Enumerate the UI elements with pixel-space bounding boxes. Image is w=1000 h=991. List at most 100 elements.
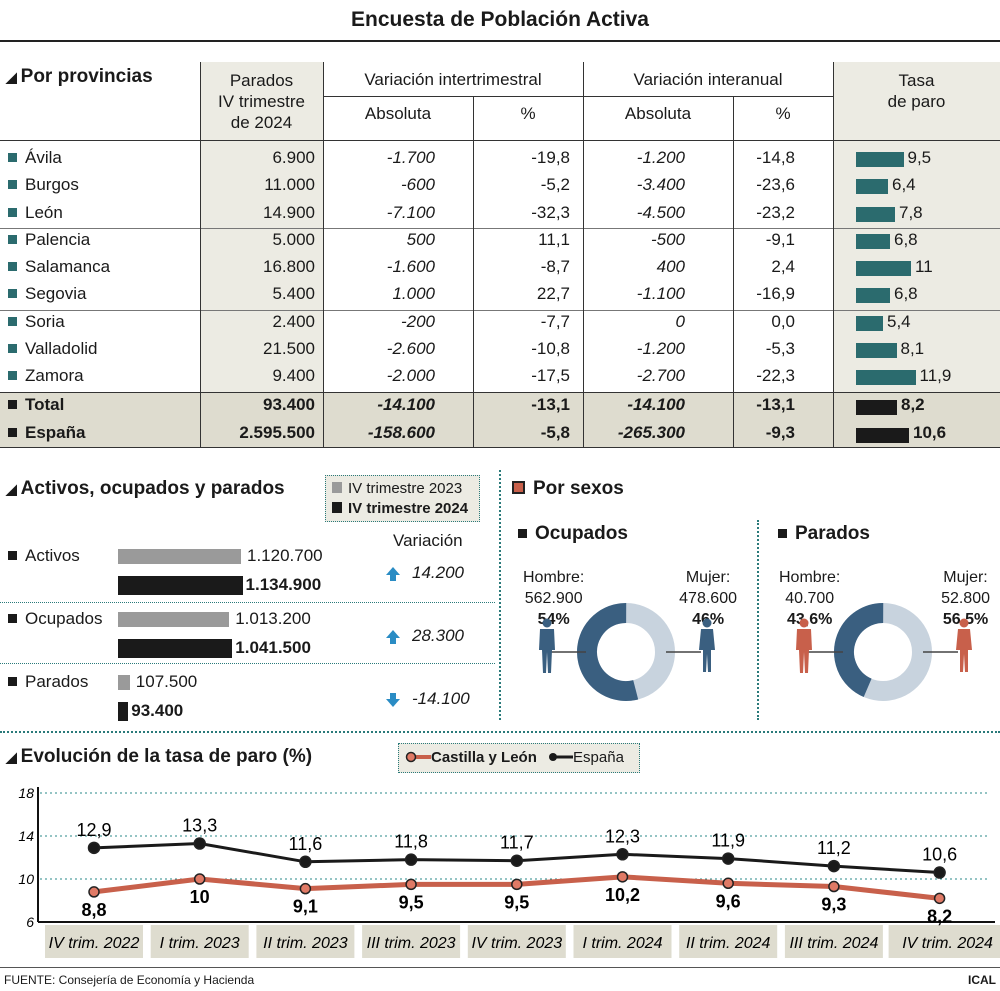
data-point: [88, 886, 100, 898]
bullet-icon: [8, 153, 17, 162]
bullet-icon: [778, 529, 787, 538]
divider: [583, 62, 584, 447]
legend-cyl-label: Castilla y León: [431, 749, 537, 766]
bullet-icon: [8, 400, 17, 409]
cell-it-pct: -13,1: [531, 395, 570, 414]
variacion-value: 14.200: [412, 563, 464, 582]
bullet-icon: [8, 289, 17, 299]
table-row: Zamora 9.400 -2.000 -17,5 -2.700 -22,3 11,9: [0, 366, 1000, 390]
divider: [200, 62, 201, 447]
row-name: Palencia: [8, 230, 90, 250]
cell-it-pct: -10,8: [531, 338, 570, 358]
divider: [0, 731, 1000, 733]
divider: [757, 520, 759, 720]
cell-it-abs: -2.600: [386, 338, 435, 358]
value-2024: 1.041.500: [235, 638, 311, 657]
table-row: Valladolid 21.500 -2.600 -10,8 -1.200 -5,3 8,1: [0, 339, 1000, 363]
chart-title: ◢ Evolución de la tasa de paro (%): [6, 746, 313, 767]
x-tick-label: III trim. 2024: [789, 935, 878, 952]
data-point: [721, 852, 735, 865]
legend-2024: IV trimestre 2024: [332, 499, 473, 519]
row-name: León: [8, 203, 63, 223]
aop-name: Parados: [25, 672, 89, 691]
cell-it-abs: -1.600: [386, 257, 435, 276]
x-category-bg: [45, 925, 143, 958]
hombre-stats: Hombre: 40.700 43,6%: [779, 567, 840, 630]
x-category-bg: [467, 925, 566, 958]
cell-parados: 21.500: [263, 338, 315, 358]
header-interanual: Variación interanual: [633, 70, 783, 89]
legend-2023: IV trimestre 2023: [332, 479, 473, 499]
tasa-bar: [856, 261, 911, 276]
province-name: Total: [25, 395, 65, 414]
divider: [0, 310, 1000, 311]
data-label: 9,1: [293, 897, 318, 917]
cell-ia-abs: -500: [650, 229, 685, 249]
x-tick-label: II trim. 2023: [263, 935, 348, 952]
value-2023: 1.013.200: [235, 609, 311, 628]
donut-chart: [808, 603, 958, 701]
bullet-icon: [8, 551, 17, 560]
cell-ia-pct: -22,3: [756, 366, 795, 385]
divider: [0, 447, 1000, 448]
bullet-icon: [8, 614, 17, 623]
table-row: Palencia 5.000 500 11,1 -500 -9,1 6,8: [0, 230, 1000, 254]
x-tick-label: III trim. 2023: [367, 935, 456, 952]
bullet-icon: [8, 371, 17, 380]
table-row: Salamanca 16.800 -1.600 -8,7 400 2,4 11: [0, 257, 1000, 281]
cell-it-abs: -1.700: [386, 148, 435, 167]
cell-ia-pct: -16,9: [756, 284, 795, 304]
cell-ia-abs: -2.700: [636, 366, 685, 385]
panel-title-text: Parados: [795, 523, 870, 544]
cell-ia-abs: -1.200: [636, 148, 685, 167]
cell-it-abs: 1.000: [392, 284, 435, 304]
x-category-bg: [679, 925, 778, 958]
data-label: 8,8: [81, 900, 106, 920]
cell-it-pct: 11,1: [538, 229, 570, 249]
cell-parados: 6.900: [272, 148, 315, 167]
cell-it-pct: -5,2: [540, 175, 570, 195]
tasa-value: 6,8: [894, 229, 918, 249]
x-tick-label: II trim. 2024: [686, 935, 771, 952]
bullet-icon: [518, 529, 527, 538]
table-row: Soria 2.400 -200 -7,7 0 0,0 5,4: [0, 312, 1000, 336]
bullet-icon: [8, 316, 17, 326]
table-row: Ávila 6.900 -1.700 -19,8 -1.200 -14,8 9,5: [0, 148, 1000, 172]
data-label: 9,5: [399, 892, 424, 912]
cell-parados: 9.400: [272, 366, 315, 385]
cell-parados: 2.595.500: [239, 423, 315, 442]
table-row: Segovia 5.400 1.000 22,7 -1.100 -16,9 6,8: [0, 284, 1000, 308]
cell-ia-abs: -3.400: [636, 175, 685, 195]
data-point: [828, 880, 840, 893]
divider: [499, 470, 501, 720]
data-label: 10: [190, 887, 210, 907]
sexos-panel-title: Parados: [778, 523, 870, 545]
province-name: León: [25, 202, 63, 222]
cell-parados: 11.000: [264, 175, 315, 195]
hombre-stats: Hombre: 562.900 54%: [523, 567, 584, 630]
cell-ia-abs: -1.100: [636, 284, 685, 304]
tasa-value: 11,9: [919, 366, 952, 385]
legend-2024-label: IV trimestre 2024: [348, 500, 469, 517]
divider: [0, 967, 1000, 968]
cell-it-pct: -5,8: [540, 423, 570, 442]
tasa-value: 8,1: [900, 338, 925, 358]
cell-parados: 5.000: [272, 229, 315, 249]
divider: [0, 40, 1000, 42]
cell-it-pct: -8,7: [540, 257, 570, 276]
row-name: España: [8, 423, 85, 443]
divider: [473, 96, 474, 447]
cell-it-pct: 22,7: [536, 284, 570, 304]
man-icon: [539, 618, 555, 673]
bullet-icon: [8, 677, 17, 686]
tasa-bar: [856, 342, 897, 358]
mujer-label: Mujer:: [943, 569, 988, 586]
tasa-value: 8,2: [901, 395, 925, 414]
x-category-bg: [573, 925, 672, 958]
row-name: Total: [8, 395, 64, 415]
cell-ia-pct: -23,6: [756, 175, 795, 195]
hombre-label: Hombre:: [779, 569, 841, 586]
row-name: Burgos: [8, 175, 79, 195]
donut-chart: [551, 603, 701, 701]
tasa-value: 6,4: [892, 175, 916, 195]
